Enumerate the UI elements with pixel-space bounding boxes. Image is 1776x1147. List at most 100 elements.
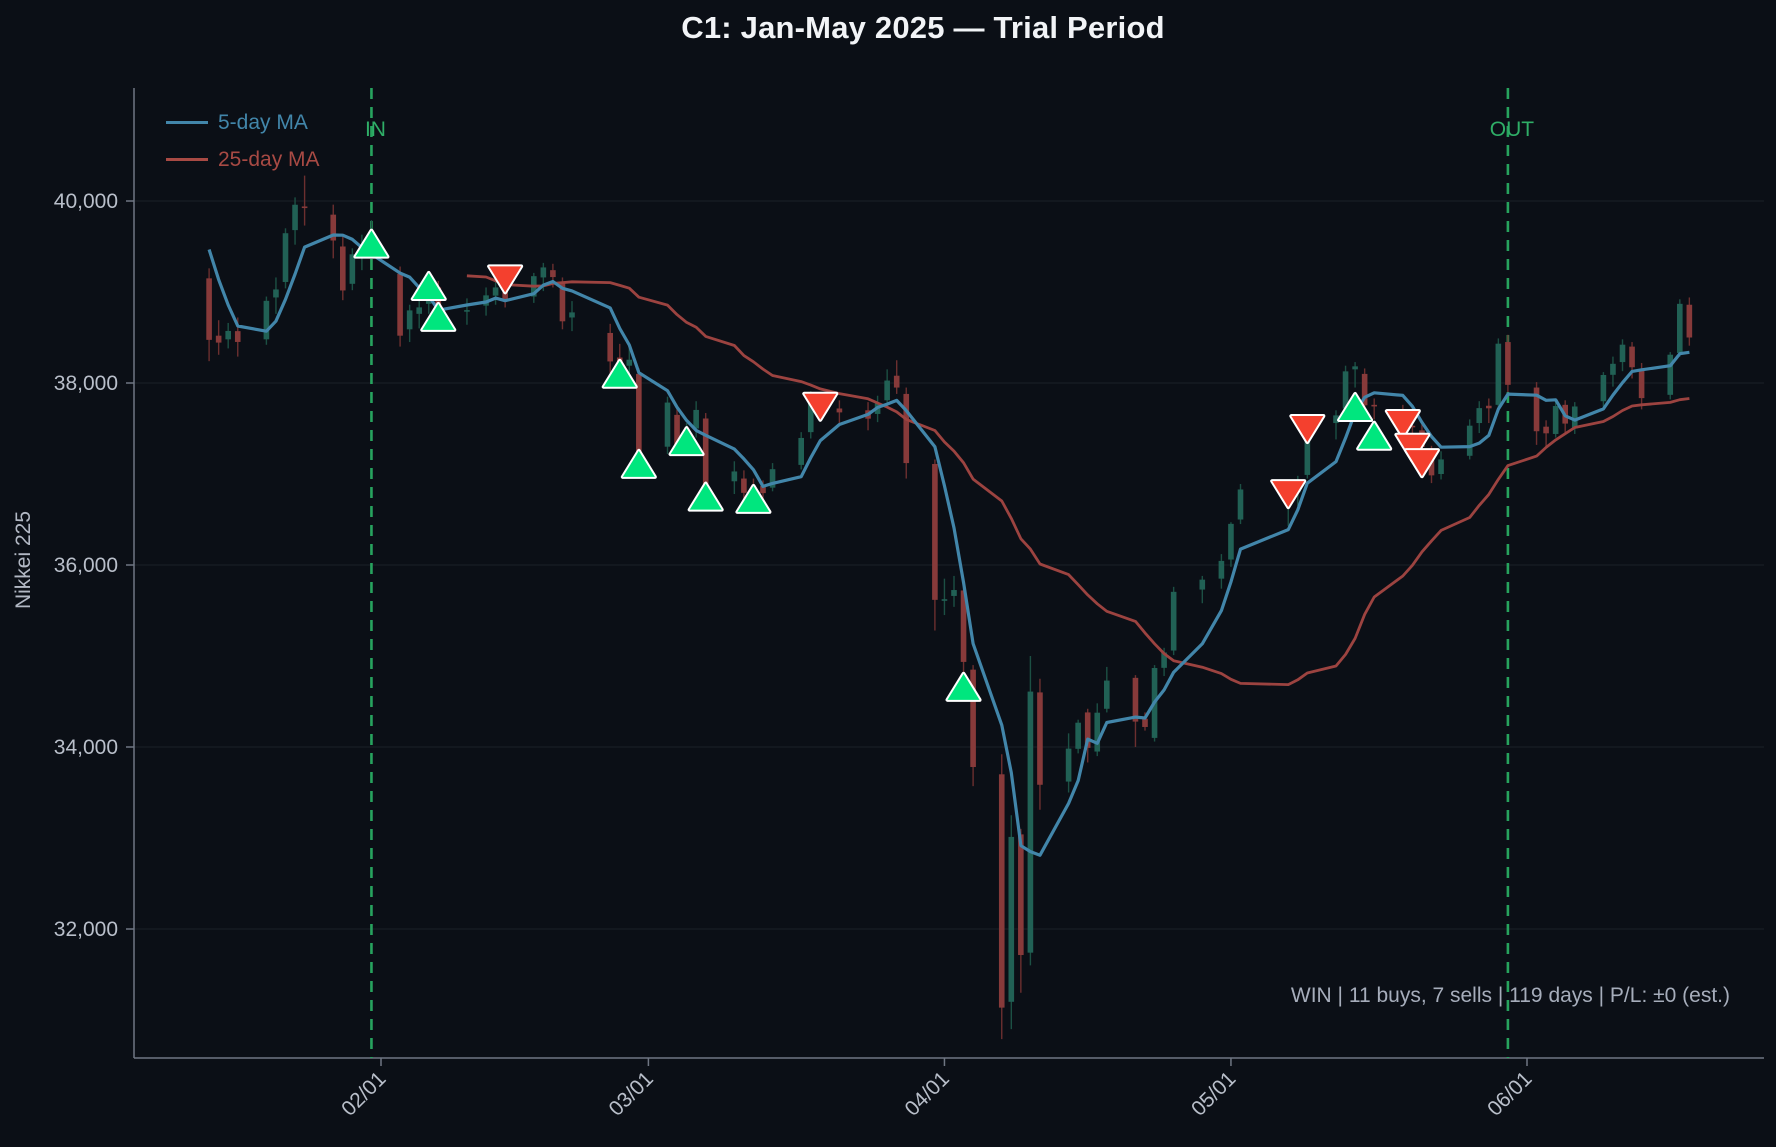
candle: [1199, 575, 1206, 604]
candle: [1543, 420, 1549, 447]
y-tick-label: 36,000: [54, 554, 118, 577]
candle: [1237, 484, 1244, 525]
candle: [1094, 703, 1101, 757]
candle: [1018, 828, 1024, 993]
candle: [1486, 398, 1492, 424]
candle: [1075, 719, 1081, 754]
candle: [330, 204, 337, 259]
buy-marker: [668, 426, 705, 457]
candle: [702, 413, 709, 491]
y-tick-label: 32,000: [54, 918, 118, 941]
candle: [397, 266, 403, 347]
sell-marker: [1403, 448, 1440, 479]
candle: [1084, 708, 1091, 763]
candle: [1466, 419, 1473, 460]
out-line-label: OUT: [1490, 118, 1535, 141]
candle: [1476, 401, 1483, 434]
buy-marker: [735, 483, 772, 514]
candle: [1333, 410, 1339, 440]
candle: [1218, 554, 1225, 589]
candle: [569, 301, 575, 332]
candle: [998, 754, 1005, 1040]
candle: [349, 248, 356, 291]
candle: [884, 369, 890, 407]
candle: [1037, 678, 1043, 810]
y-tick-label: 38,000: [54, 372, 118, 395]
gridlines: [134, 200, 1764, 930]
buy-marker: [420, 301, 457, 332]
candle: [941, 578, 948, 616]
candle: [1132, 675, 1139, 747]
candle: [406, 304, 413, 343]
candle: [836, 400, 843, 426]
candle: [531, 272, 537, 303]
candle: [215, 320, 222, 355]
candle: [607, 323, 613, 373]
candle: [301, 175, 308, 226]
buy-marker: [620, 448, 657, 479]
candle: [1361, 368, 1368, 411]
x-tick-label: 06/01: [1483, 1067, 1536, 1120]
candle: [664, 396, 671, 454]
trade-markers: [353, 228, 1440, 702]
buy-marker: [687, 481, 724, 512]
candle: [798, 432, 804, 470]
candle: [1027, 656, 1034, 966]
sell-marker: [1384, 409, 1421, 440]
candle: [1228, 522, 1234, 567]
candle: [951, 575, 957, 607]
chart-title: C1: Jan-May 2025 — Trial Period: [681, 10, 1165, 45]
y-tick-label: 40,000: [54, 190, 118, 213]
candle: [492, 280, 499, 305]
buy-marker: [1356, 420, 1393, 451]
candle: [769, 463, 776, 492]
candlesticks: [206, 175, 1693, 1040]
candle: [1438, 451, 1444, 480]
axis-tick-labels: 32,000 34,000 36,000 38,000 40,000 02/01 03/01…: [12, 190, 1537, 1121]
candle: [893, 360, 900, 394]
backtest-status-line: WIN | 11 buys, 7 sells | 119 days | P/L:…: [1290, 984, 1730, 1007]
buy-marker: [601, 358, 638, 389]
candle: [1677, 299, 1683, 357]
candle: [416, 298, 422, 329]
legend-item-ma5: 5-day MA: [166, 104, 320, 141]
candle: [1104, 666, 1110, 713]
sell-marker: [802, 391, 839, 422]
candle: [903, 387, 910, 479]
moving-averages: [207, 233, 1690, 857]
in-out-lines: IN OUT: [365, 88, 1534, 1058]
candle: [1371, 398, 1377, 420]
legend: 5-day MA 25-day MA: [166, 104, 320, 178]
ma5-line-swatch: [166, 121, 208, 124]
candle: [1600, 372, 1607, 407]
candle: [340, 234, 346, 301]
y-tick-label: 34,000: [54, 736, 118, 759]
candle: [932, 459, 938, 631]
candle: [1170, 586, 1177, 656]
candle: [282, 228, 289, 289]
candle: [960, 585, 967, 673]
y-axis-title: Nikkei 225: [12, 511, 35, 609]
x-tick-label: 02/01: [337, 1067, 390, 1120]
buy-marker: [945, 671, 982, 702]
candle: [273, 277, 279, 314]
candle: [1065, 733, 1072, 793]
candle: [1533, 382, 1540, 445]
sell-marker: [487, 264, 524, 295]
candle: [206, 268, 212, 362]
candle: [1352, 362, 1358, 388]
buy-marker: [410, 270, 447, 301]
candle: [970, 665, 976, 787]
x-tick-label: 03/01: [605, 1067, 658, 1120]
legend-item-ma25: 25-day MA: [166, 141, 320, 178]
x-tick-label: 05/01: [1187, 1067, 1240, 1120]
candle: [1686, 297, 1693, 346]
candle: [1610, 356, 1616, 387]
candle: [1667, 352, 1674, 400]
in-line-label: IN: [365, 118, 386, 141]
candle: [1008, 815, 1015, 1030]
axes: [126, 88, 1764, 1066]
sell-marker: [1394, 432, 1431, 463]
